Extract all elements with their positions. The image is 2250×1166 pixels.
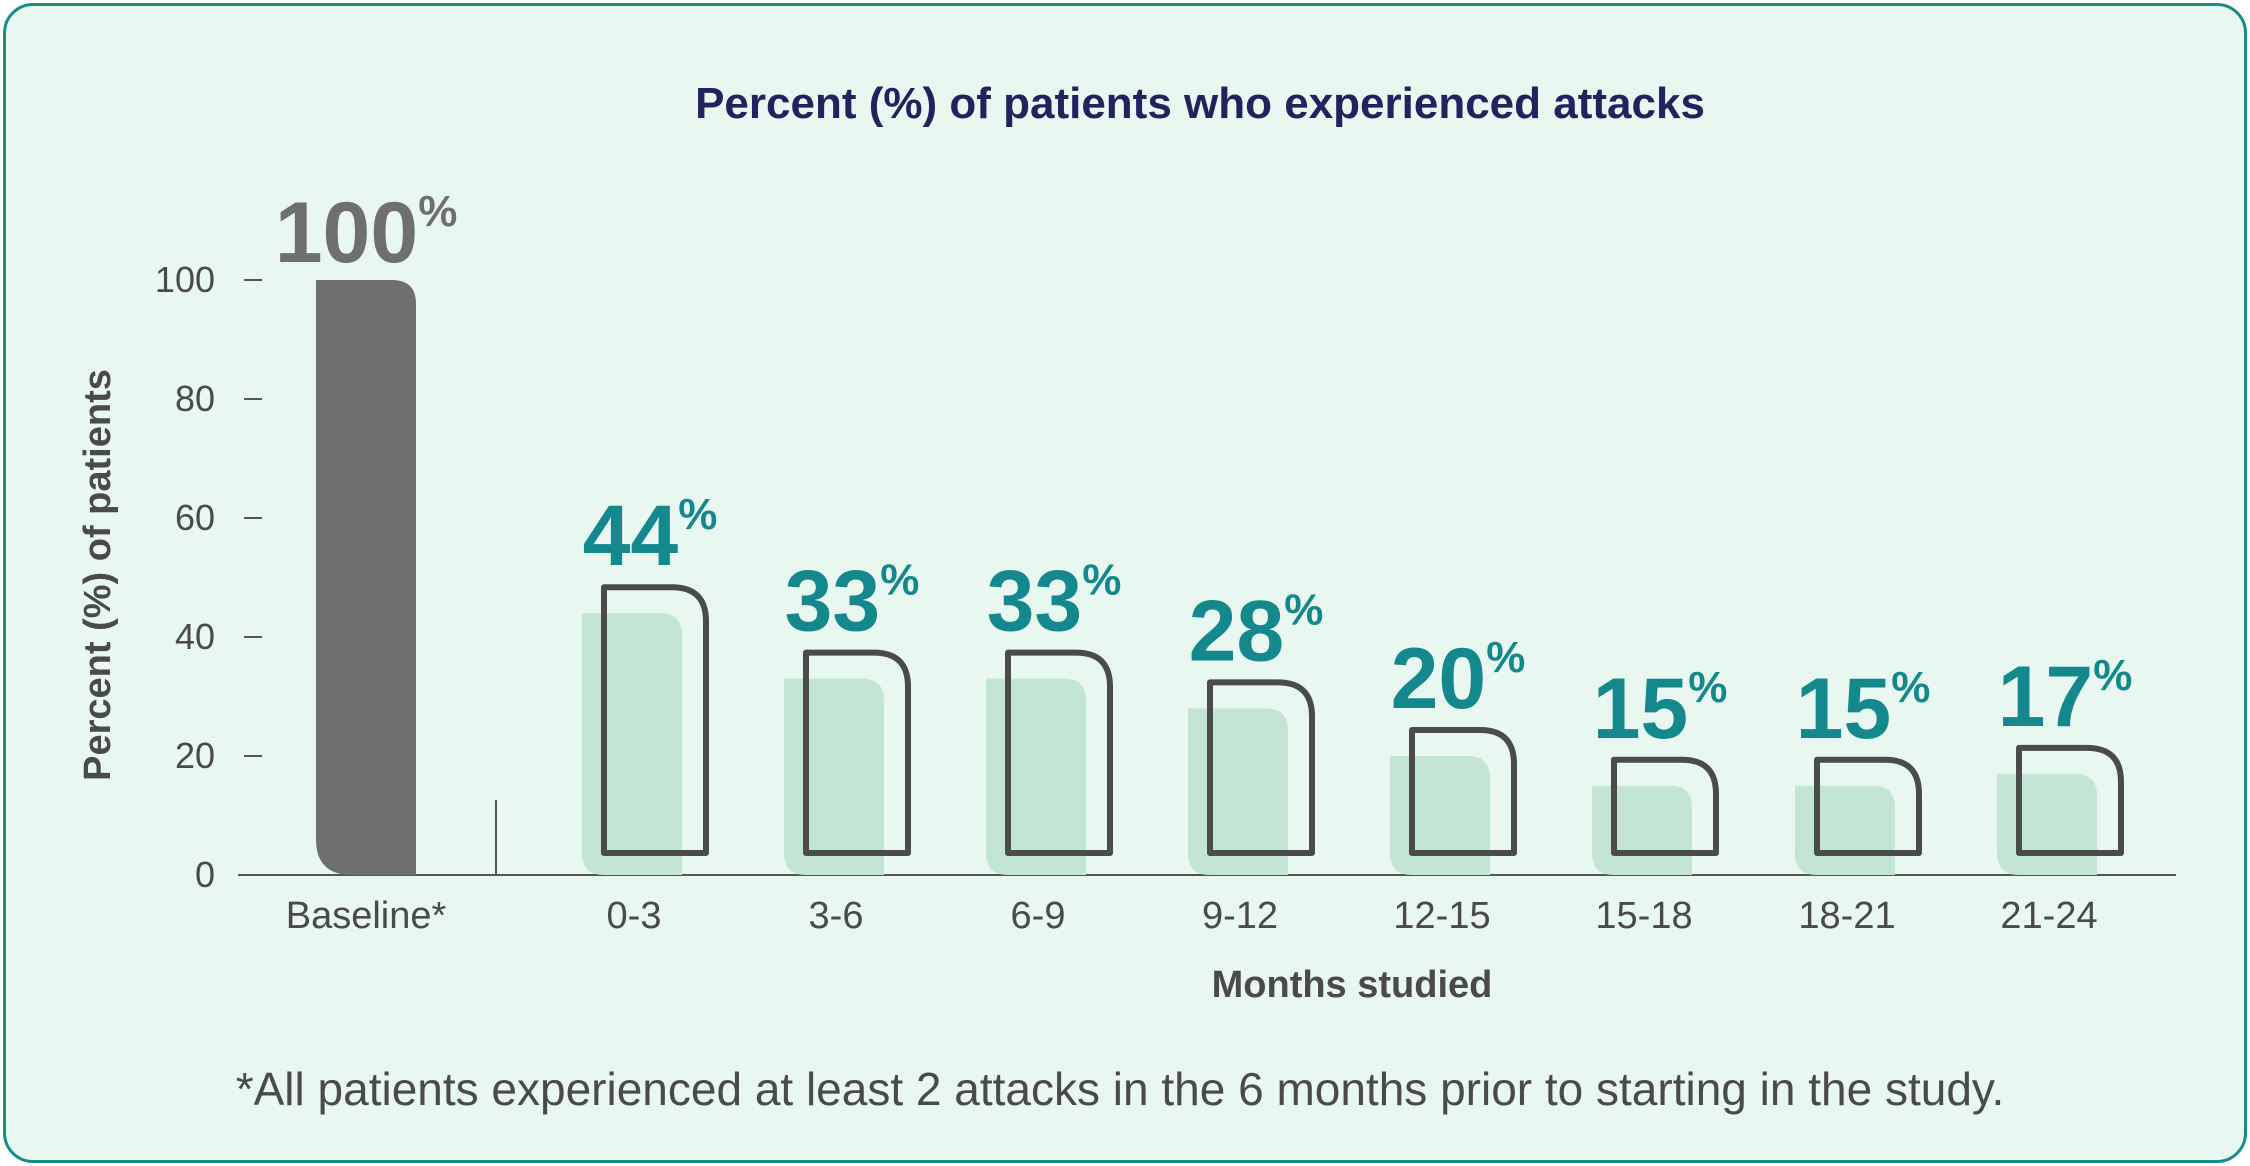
chart-title: Percent (%) of patients who experienced …	[695, 79, 1705, 128]
bar-21-24	[1997, 773, 2097, 875]
bar-3-6	[784, 678, 884, 875]
y-tick-label: 80	[175, 378, 215, 419]
bar-outline-6-9	[1005, 649, 1113, 856]
data-label: 20%	[1391, 631, 1526, 727]
x-tick-label: 9-12	[1202, 895, 1278, 937]
y-axis-ticks: 0 20 40 60 80 100	[155, 259, 262, 895]
bar-outline-15-18	[1611, 756, 1719, 856]
x-tick-label: 3-6	[809, 895, 864, 937]
x-tick-label: Baseline*	[286, 895, 447, 937]
data-label: 100%	[275, 185, 458, 281]
y-tick-label: 0	[195, 854, 215, 895]
x-axis-title: Months studied	[1212, 964, 1493, 1006]
data-label: 15%	[1796, 661, 1931, 757]
bar-15-18	[1592, 785, 1692, 875]
x-tick-label: 0-3	[607, 895, 662, 937]
bar-18-21	[1795, 785, 1895, 875]
x-tick-label: 18-21	[1798, 895, 1895, 937]
y-tick-label: 60	[175, 497, 215, 538]
bar-outline-12-15	[1409, 727, 1517, 856]
data-label: 28%	[1189, 583, 1324, 679]
bar-6-9	[986, 678, 1086, 875]
value-labels: 100% 44% 33% 33% 28% 20% 15% 15% 17%	[275, 185, 2133, 757]
x-tick-label: 21-24	[2000, 895, 2097, 937]
bar-baseline	[316, 280, 416, 875]
x-tick-label: 12-15	[1393, 895, 1490, 937]
y-tick-label: 20	[175, 735, 215, 776]
footnote: *All patients experienced at least 2 att…	[236, 1063, 2005, 1115]
y-tick-label: 100	[155, 259, 215, 300]
data-label: 33%	[987, 554, 1122, 650]
bar-outline-9-12	[1207, 679, 1315, 856]
y-tick-label: 40	[175, 616, 215, 657]
y-axis-title: Percent (%) of patients	[77, 369, 119, 781]
bar-12-15	[1390, 756, 1490, 875]
bar-0-3	[582, 613, 682, 875]
data-label: 15%	[1593, 661, 1728, 757]
data-label: 17%	[1998, 649, 2133, 745]
data-label: 33%	[785, 554, 920, 650]
data-label: 44%	[583, 488, 718, 584]
x-tick-label: 15-18	[1595, 895, 1692, 937]
bar-outline-21-24	[2016, 744, 2124, 856]
bar-outline-0-3	[601, 584, 709, 856]
category-labels: Baseline* 0-3 3-6 6-9 9-12 12-15 15-18 18-21 21-…	[286, 895, 2098, 937]
bars	[316, 280, 2124, 875]
x-tick-label: 6-9	[1011, 895, 1066, 937]
bar-outline-3-6	[803, 649, 911, 856]
bar-outline-18-21	[1814, 756, 1922, 856]
